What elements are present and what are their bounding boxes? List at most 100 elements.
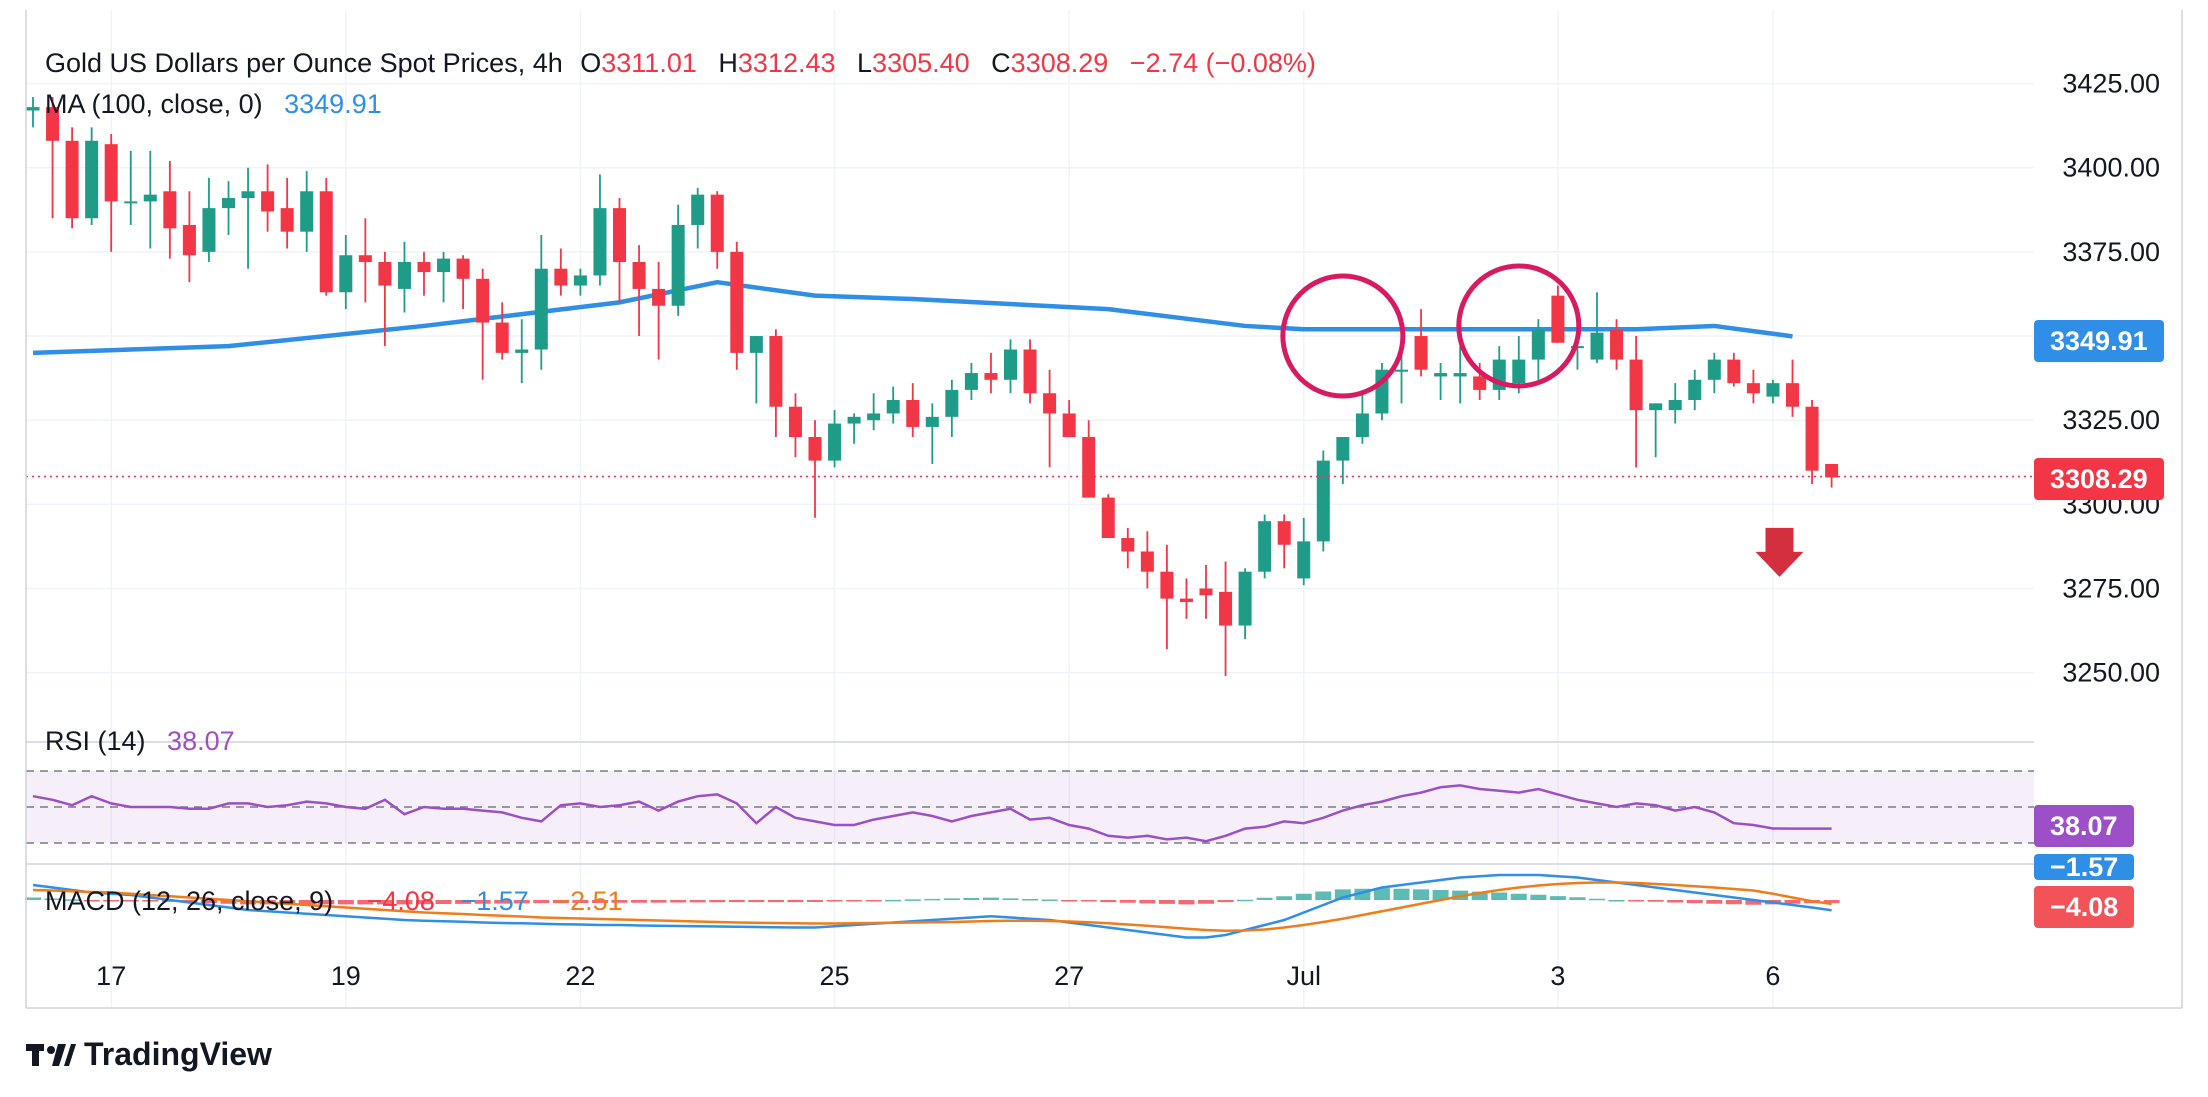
candle-body <box>1414 336 1428 370</box>
candle <box>925 403 939 464</box>
macd-histogram-bar <box>1315 891 1332 900</box>
candle-body <box>437 258 451 273</box>
price-axis[interactable]: 3250.003275.003300.003325.003350.003375.… <box>2062 69 2160 688</box>
macd-histogram-bar <box>298 900 315 905</box>
candle-body <box>476 278 490 323</box>
candle-body <box>1121 538 1135 552</box>
macd-histogram-bar <box>1823 900 1840 904</box>
annotations <box>1280 263 1804 577</box>
macd-histogram-bar <box>1706 900 1723 904</box>
ma-legend[interactable]: MA (100, close, 0) 3349.91 <box>45 89 386 120</box>
candle-body <box>1825 463 1839 478</box>
candle-body <box>261 191 275 212</box>
candle <box>1238 568 1252 640</box>
candle <box>163 160 177 259</box>
candle <box>1004 339 1017 394</box>
candle <box>1375 362 1389 421</box>
candle <box>85 127 99 225</box>
macd-legend[interactable]: MACD (12, 26, close, 9) −4.08 −1.57 −2.5… <box>45 886 627 917</box>
candles[interactable] <box>26 97 1839 677</box>
price-tick-label: 3375.00 <box>2062 237 2160 267</box>
candle-body <box>1786 383 1799 407</box>
macd-histogram-bar <box>1041 899 1058 901</box>
candle-body <box>945 389 959 417</box>
macd-histogram-bar <box>1647 900 1664 902</box>
candle <box>1316 450 1330 552</box>
ma-100-line <box>32 279 1793 356</box>
candle-body <box>46 107 60 141</box>
macd-histogram-bar <box>591 900 608 903</box>
tradingview-icon <box>26 1043 76 1066</box>
candle <box>749 336 763 404</box>
macd-histogram-bar <box>142 900 159 902</box>
candle-body <box>984 373 998 380</box>
macd-histogram-bar <box>220 900 237 904</box>
candle <box>456 255 470 310</box>
candle <box>1707 352 1721 394</box>
macd-histogram-bar <box>435 900 452 904</box>
macd-histogram-bar <box>1139 900 1156 904</box>
symbol-legend: Gold US Dollars per Ounce Spot Prices, 4… <box>45 48 1320 79</box>
macd-histogram-bar <box>1784 900 1801 904</box>
candle-body <box>241 191 255 199</box>
ma-price-badge: 3349.91 <box>2034 320 2164 362</box>
macd-histogram-bar <box>1667 900 1684 903</box>
candle-body <box>1590 332 1604 360</box>
macd-histogram-bar <box>709 900 726 903</box>
candle-body <box>788 406 802 438</box>
candle <box>515 319 529 384</box>
candle <box>339 235 353 310</box>
candle-body <box>280 208 294 232</box>
candle-body <box>769 336 783 407</box>
candle <box>1786 359 1799 417</box>
macd-histogram-bar <box>1589 898 1605 901</box>
grid-lines <box>26 10 2034 1008</box>
candle-body <box>1434 373 1448 377</box>
candle <box>26 97 40 128</box>
candle-body <box>886 400 900 414</box>
candle <box>1121 527 1135 569</box>
high-value: 3312.43 <box>737 48 836 78</box>
candle-body <box>1766 383 1780 397</box>
macd-histogram-bar <box>1256 897 1273 900</box>
macd-histogram-bar <box>83 900 100 902</box>
candle <box>1277 514 1291 569</box>
candle <box>46 97 60 219</box>
candle <box>945 379 959 438</box>
time-tick-label: 27 <box>1054 961 1084 991</box>
macd-histogram-bar <box>963 898 980 900</box>
candle <box>1043 369 1057 468</box>
macd-histogram-bar <box>1628 900 1645 902</box>
candle-body <box>1395 369 1408 372</box>
macd-histogram-bar <box>982 897 999 900</box>
macd-legend-hist: −2.51 <box>554 886 623 916</box>
macd-histogram-bar <box>924 898 941 901</box>
tradingview-logo[interactable]: TradingView <box>26 1036 272 1073</box>
candle-body <box>1531 329 1545 360</box>
candle <box>241 167 255 269</box>
candle <box>1023 339 1037 404</box>
close-value: 3308.29 <box>1010 48 1109 78</box>
candle <box>906 383 920 438</box>
macd-histogram-bar <box>1198 900 1214 904</box>
macd-histogram-bar <box>200 900 217 904</box>
pane-separators <box>25 10 2183 1009</box>
candle-body <box>515 349 529 353</box>
macd-histogram-bar <box>1686 900 1703 904</box>
candle <box>124 150 138 225</box>
candle <box>1805 400 1819 485</box>
macd-legend-signal: −1.57 <box>460 886 529 916</box>
rsi-legend[interactable]: RSI (14) 38.07 <box>45 726 239 757</box>
candle-body <box>710 194 724 252</box>
macd-histogram-bar <box>748 900 765 903</box>
candle <box>1766 379 1780 404</box>
macd-histogram-bar <box>1061 900 1078 902</box>
candle-body <box>65 140 79 219</box>
macd-histogram-bar <box>631 900 648 903</box>
macd-histogram-bar <box>1373 888 1390 900</box>
macd-histogram-bar <box>1491 892 1508 900</box>
time-axis[interactable]: 17 19 22 25 27 Jul 3 6 <box>96 961 1780 991</box>
macd-histogram-bar <box>865 900 882 902</box>
candle <box>1082 420 1096 498</box>
